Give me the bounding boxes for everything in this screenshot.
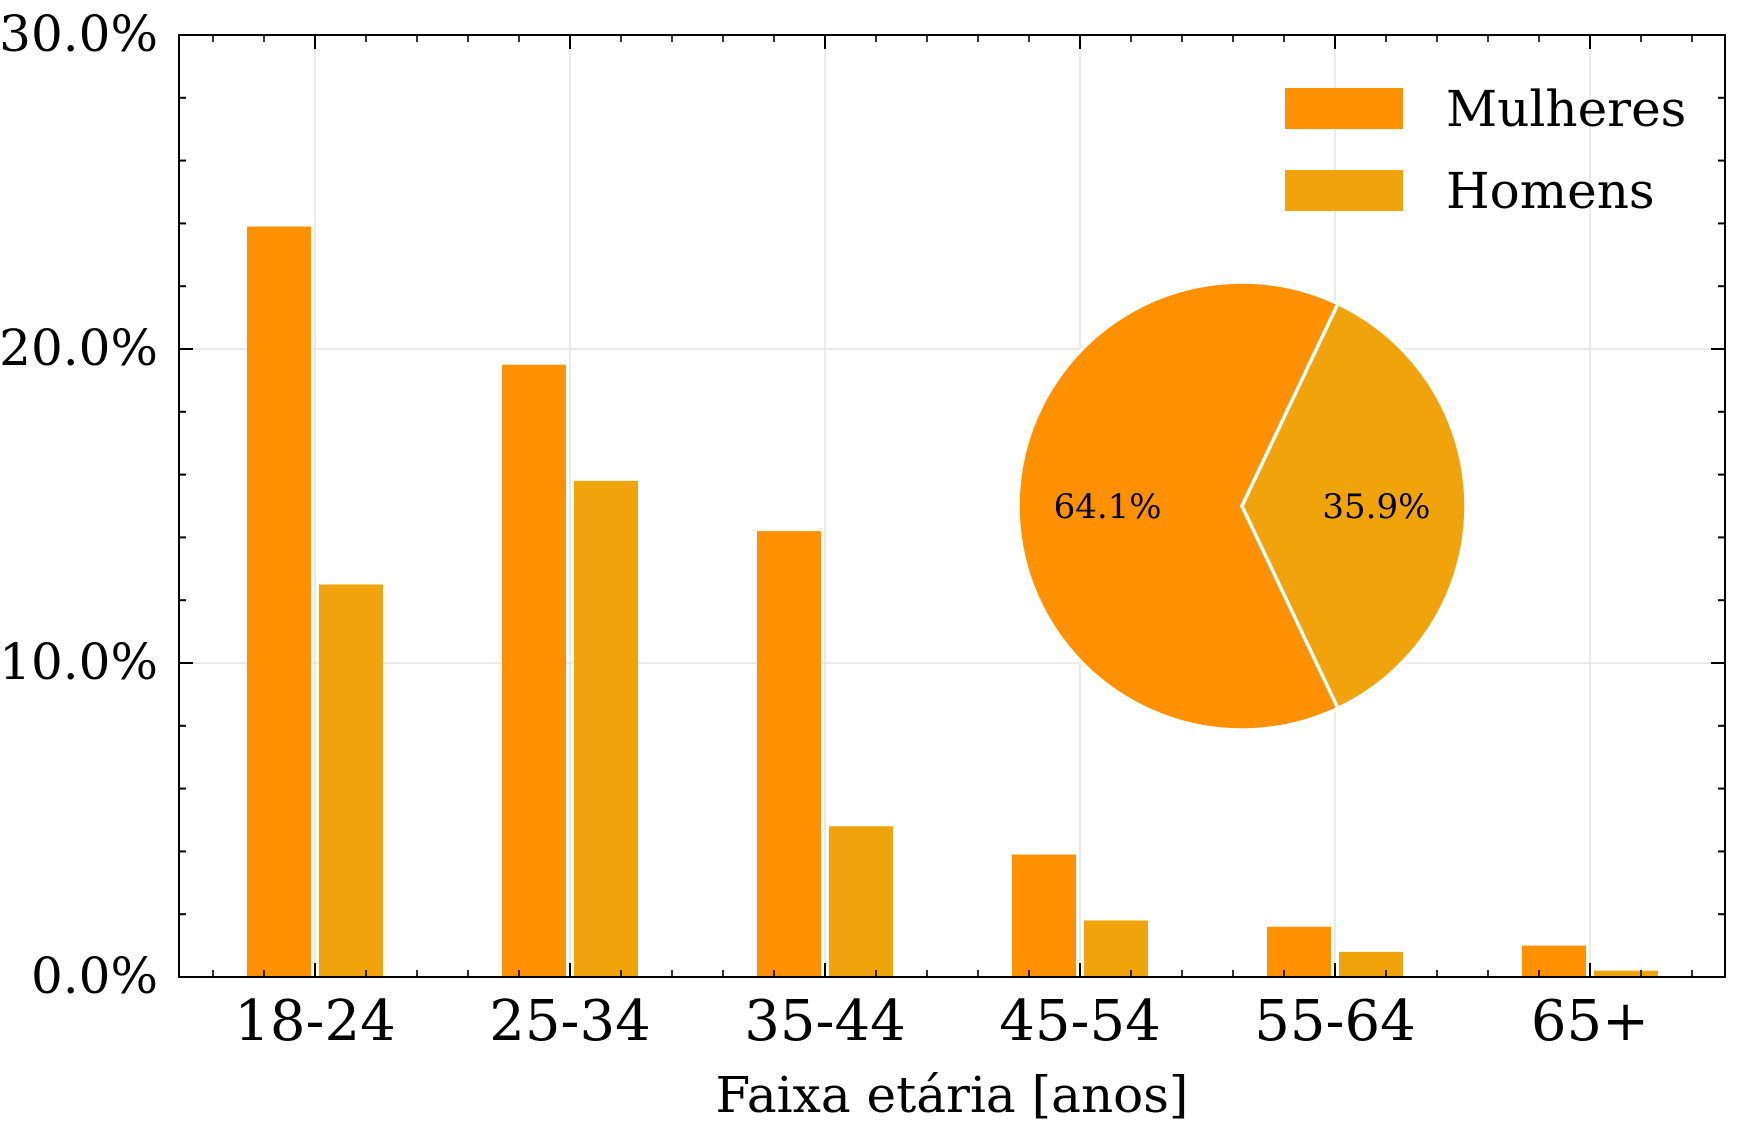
- legend-label-homens: Homens: [1446, 162, 1655, 220]
- inset-pie-chart: 64.1% 35.9%: [1016, 280, 1468, 732]
- bar-mulheres-65+: [1522, 945, 1586, 977]
- legend-label-mulheres: Mulheres: [1446, 80, 1686, 138]
- axis-ticks: [179, 34, 1725, 978]
- y-tick-label: 30.0%: [0, 5, 158, 63]
- bar-homens-45-54: [1084, 920, 1148, 977]
- legend: Mulheres Homens: [1285, 80, 1686, 220]
- bar-mulheres-18-24: [247, 226, 311, 978]
- tick-labels: 0.0% 10.0% 20.0% 30.0% 18-24 25-34 35-44 45-54 5…: [0, 5, 1649, 1054]
- x-tick-label: 25-34: [489, 989, 650, 1054]
- x-tick-label: 55-64: [1254, 989, 1415, 1054]
- legend-swatch-homens: [1285, 170, 1403, 211]
- x-tick-label: 18-24: [234, 989, 395, 1054]
- x-tick-label: 65+: [1531, 989, 1649, 1054]
- bar-mulheres-25-34: [502, 364, 566, 977]
- bar-mulheres-55-64: [1267, 926, 1331, 977]
- pie-slice-mulheres: [1016, 280, 1340, 732]
- legend-swatch-mulheres: [1285, 88, 1403, 129]
- bar-homens-35-44: [829, 826, 893, 977]
- x-tick-label: 35-44: [744, 989, 905, 1054]
- y-tick-label: 10.0%: [0, 633, 158, 691]
- pie-slice-homens: [1240, 301, 1468, 711]
- bar-homens-18-24: [319, 584, 383, 977]
- bar-homens-65+: [1594, 970, 1658, 977]
- bar-mulheres-35-44: [757, 531, 821, 977]
- pie-label-homens: 35.9%: [1322, 487, 1430, 527]
- bar-homens-55-64: [1339, 951, 1403, 977]
- y-tick-label: 20.0%: [0, 319, 158, 377]
- bars: [247, 226, 1658, 978]
- plot-frame: [178, 34, 1726, 978]
- x-axis-title: Faixa etária [anos]: [716, 1066, 1189, 1124]
- bar-homens-25-34: [574, 480, 638, 977]
- pie-label-mulheres: 64.1%: [1054, 487, 1162, 527]
- x-tick-label: 45-54: [999, 989, 1160, 1054]
- y-tick-label: 0.0%: [31, 947, 158, 1005]
- bar-mulheres-45-54: [1012, 854, 1076, 977]
